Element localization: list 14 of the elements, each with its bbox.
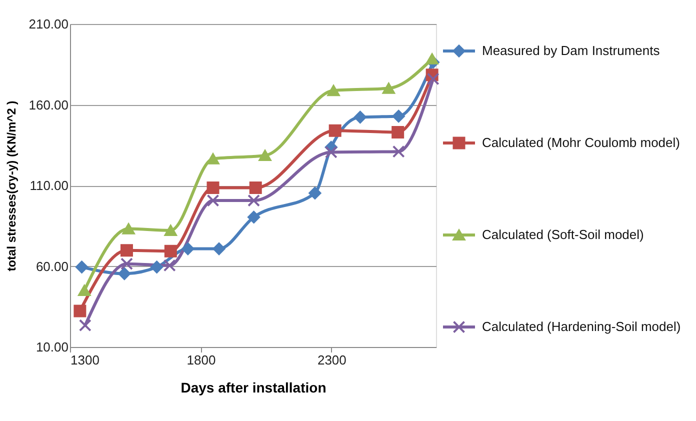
x-tick-label: 1800	[186, 352, 216, 368]
legend-label: Calculated (Hardening-Soil model)	[482, 319, 681, 334]
y-tick-label: 10.00	[36, 340, 68, 354]
legend-label: Measured by Dam Instruments	[482, 43, 660, 58]
x-axis-title: Days after installation	[180, 380, 326, 396]
y-axis-title: total stresses(σy-y) (KN/m^2 )	[4, 100, 19, 272]
y-tick-label: 210.00	[28, 16, 68, 32]
legend-label: Calculated (Mohr Coulomb model)	[482, 135, 680, 150]
x-tick-label: 2300	[317, 352, 346, 368]
y-tick-label: 60.00	[36, 258, 68, 274]
y-tick-label: 110.00	[30, 178, 68, 193]
x-tick-label: 1300	[70, 352, 100, 368]
legend-label: Calculated (Soft-Soil model)	[482, 227, 644, 242]
y-tick-label: 160.00	[28, 97, 68, 112]
